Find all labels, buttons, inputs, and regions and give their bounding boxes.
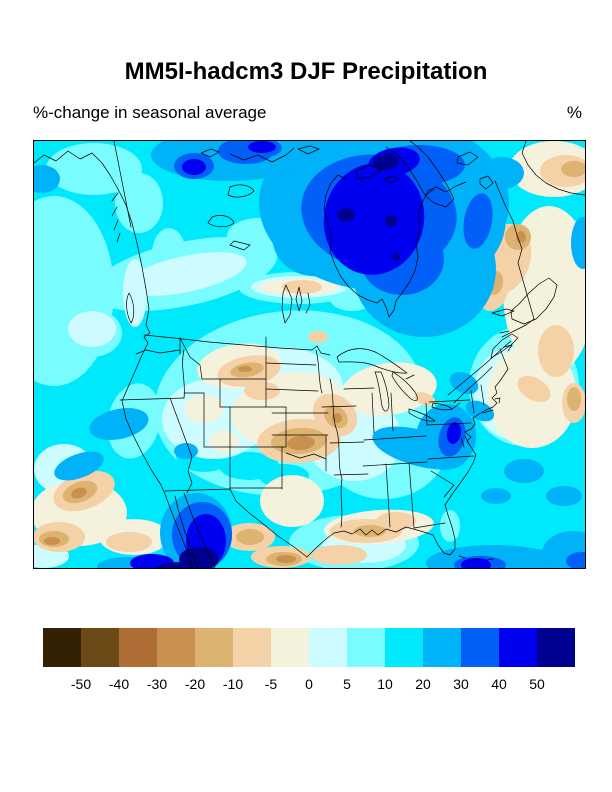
colorbar-segment	[385, 628, 423, 667]
contour-region	[481, 488, 511, 504]
colorbar-tick-label: -50	[70, 676, 92, 692]
contour-region	[463, 193, 493, 249]
colorbar-tick-label: -40	[108, 676, 130, 692]
colorbar-tick-label: 40	[491, 676, 507, 692]
colorbar-tick-label: -10	[222, 676, 244, 692]
page-title: MM5I-hadcm3 DJF Precipitation	[124, 58, 488, 85]
colorbar-tick-label: 10	[377, 676, 393, 692]
colorbar-segment	[423, 628, 461, 667]
contour-region	[480, 157, 524, 189]
contour-region	[354, 525, 386, 537]
contour-region	[238, 366, 252, 372]
contour-region	[449, 371, 479, 395]
contour-region	[54, 451, 104, 481]
coastline-border-layer	[34, 141, 585, 568]
contour-region	[567, 387, 581, 411]
colorbar-segment	[499, 628, 537, 667]
contour-region	[89, 408, 149, 440]
contour-region	[546, 486, 582, 506]
colorbar-tick-label: 50	[529, 676, 545, 692]
contour-region	[561, 161, 585, 177]
contour-region	[46, 143, 142, 195]
contour-region	[376, 512, 416, 530]
colorbar-segment	[537, 628, 575, 667]
colorbar-segment	[461, 628, 499, 667]
colorbar-segment	[309, 628, 347, 667]
contour-region	[244, 382, 280, 400]
colorbar-segment	[347, 628, 385, 667]
contour-region	[174, 443, 198, 459]
contour-region	[125, 252, 247, 296]
contour-region	[566, 552, 585, 568]
colorbar-segment	[119, 628, 157, 667]
contour-region	[248, 141, 276, 153]
contour-region	[71, 487, 87, 499]
contour-region	[446, 422, 462, 444]
colorbar-segment	[195, 628, 233, 667]
contour-region	[282, 280, 322, 294]
contour-region	[538, 325, 574, 377]
contour-region	[156, 562, 208, 568]
contour-region	[34, 165, 60, 193]
contour-region	[236, 529, 264, 545]
colorbar-tick-label: -20	[184, 676, 206, 692]
contour-region	[373, 153, 399, 171]
colorbar-tick-labels: -50 -40 -30 -20 -10 -5 0 5 10 20 30 40 50	[43, 676, 575, 694]
unit-label: %	[566, 103, 582, 122]
contour-region	[106, 532, 152, 552]
colorbar-segment	[81, 628, 119, 667]
contour-region	[287, 435, 315, 451]
contour-region	[461, 558, 491, 568]
colorbar-tick-label: 30	[453, 676, 469, 692]
contour-region	[385, 215, 397, 227]
colorbar-segment	[157, 628, 195, 667]
colorbar-segment	[271, 628, 309, 667]
precipitation-contour-map	[33, 140, 586, 569]
contour-region	[323, 163, 425, 275]
contour-region	[571, 217, 585, 269]
colorbar	[43, 628, 575, 667]
contour-region	[311, 545, 367, 565]
colorbar-tick-label: 5	[343, 676, 351, 692]
map-canvas	[34, 141, 585, 568]
contour-region	[337, 208, 355, 222]
colorbar-segment	[233, 628, 271, 667]
contour-region	[260, 475, 324, 527]
contour-region	[504, 459, 544, 483]
contour-region	[392, 253, 400, 261]
colorbar-segment	[43, 628, 81, 667]
contour-region	[209, 430, 239, 452]
contour-region	[68, 311, 116, 347]
contour-region	[182, 159, 206, 175]
colorbar-tick-label: 20	[415, 676, 431, 692]
contour-region	[44, 537, 60, 545]
colorbar-tick-label: 0	[305, 676, 313, 692]
contour-region	[414, 392, 436, 406]
contour-region	[308, 331, 328, 343]
contour-region	[123, 259, 147, 327]
colorbar-tick-label: -30	[146, 676, 168, 692]
contour-fill-layer	[34, 141, 585, 568]
colorbar-tick-label: -5	[264, 676, 278, 692]
contour-region	[440, 510, 460, 542]
subtitle: %-change in seasonal average	[33, 103, 267, 122]
contour-region	[517, 375, 551, 403]
contour-region	[115, 173, 163, 233]
contour-region	[276, 555, 296, 563]
